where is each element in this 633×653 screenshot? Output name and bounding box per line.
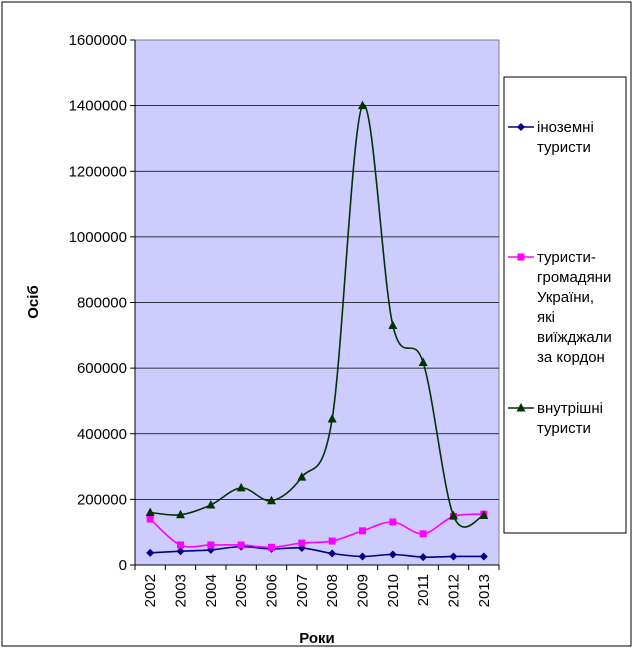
- data-point: [328, 537, 336, 545]
- y-tick-label: 200000: [77, 491, 127, 508]
- y-tick-label: 600000: [77, 360, 127, 377]
- data-point: [237, 541, 245, 549]
- legend-marker: [516, 403, 526, 412]
- legend-entry-3: внутрішні туристи: [508, 400, 603, 437]
- data-point: [145, 507, 155, 516]
- data-point: [479, 552, 488, 561]
- x-tick-label: 2005: [233, 574, 250, 607]
- series-group: [145, 100, 489, 562]
- legend-label-line: туристи: [537, 139, 591, 156]
- legend-label-line: іноземні: [537, 119, 594, 136]
- data-point: [479, 510, 489, 519]
- data-point: [449, 552, 458, 561]
- y-tick-label: 1400000: [69, 98, 127, 115]
- data-point: [419, 553, 428, 562]
- legend-label-line: туристи-: [537, 249, 596, 266]
- data-point: [388, 550, 397, 559]
- y-tick-label: 1200000: [69, 163, 127, 180]
- data-point: [449, 510, 458, 520]
- x-tick-label: 2002: [142, 574, 159, 607]
- data-point: [146, 515, 154, 523]
- data-point: [297, 472, 307, 481]
- legend-entry-1: іноземні туристи: [508, 119, 594, 156]
- data-point: [207, 541, 215, 549]
- x-tick-label: 2006: [264, 574, 281, 607]
- legend-label-line: громадяни: [537, 269, 611, 286]
- legend-entries: іноземні туристи туристи-громадяни України,…: [508, 119, 612, 437]
- data-point: [327, 413, 337, 423]
- data-point: [236, 482, 246, 492]
- x-tick-label: 2007: [294, 574, 311, 607]
- legend-marker: [517, 123, 525, 131]
- x-tick-label: 2008: [324, 574, 341, 607]
- data-point: [418, 357, 428, 367]
- x-tick-label: 2013: [476, 574, 493, 607]
- data-point: [146, 548, 155, 557]
- x-tick-label: 2003: [173, 574, 190, 607]
- data-point: [419, 530, 427, 538]
- gridlines: [135, 105, 499, 500]
- legend-label-line: внутрішні: [537, 400, 603, 417]
- data-point: [388, 320, 398, 329]
- y-tick-label: 800000: [77, 295, 127, 312]
- data-point: [298, 539, 306, 547]
- legend-label-line: туристи: [537, 420, 591, 437]
- y-tick-label: 0: [119, 557, 127, 574]
- y-axis-title: Осіб: [25, 285, 42, 318]
- legend-label-line: за кордон: [537, 349, 605, 366]
- legend-label-line: виїжджали: [537, 329, 612, 346]
- series-3: [145, 100, 489, 528]
- data-point: [206, 499, 216, 509]
- series-line: [150, 104, 485, 528]
- x-tick-label: 2004: [203, 574, 220, 607]
- data-point: [358, 552, 367, 561]
- legend-label-line: які: [537, 309, 555, 326]
- legend-entry-2: туристи-громадяни України, які виїжджали за …: [508, 249, 612, 366]
- data-point: [358, 100, 367, 110]
- x-tick-label: 2010: [385, 574, 402, 607]
- y-tick-label: 1000000: [69, 229, 127, 246]
- data-point: [177, 541, 184, 549]
- y-tick-label: 400000: [77, 426, 127, 443]
- x-tick-label: 2012: [446, 574, 463, 607]
- y-axis: 0 200000 400000 600000 800000 1000000 1200000 1…: [69, 32, 136, 574]
- data-point: [359, 527, 366, 535]
- x-axis-title: Роки: [299, 630, 335, 647]
- legend-label-line: України,: [537, 289, 594, 306]
- data-point: [268, 543, 275, 551]
- legend: [503, 76, 627, 534]
- legend-marker: [517, 253, 525, 261]
- data-point: [267, 495, 276, 505]
- x-tick-label: 2011: [415, 574, 432, 606]
- x-axis: 2002 2003 2004 2005 2006 2007 2008 2009 2010 2011…: [134, 564, 500, 607]
- series-2: [146, 510, 488, 551]
- x-tick-label: 2009: [355, 574, 372, 607]
- data-point: [389, 518, 397, 526]
- data-point: [176, 547, 185, 556]
- data-point: [328, 549, 337, 558]
- y-tick-label: 1600000: [69, 32, 127, 49]
- data-point: [176, 509, 185, 519]
